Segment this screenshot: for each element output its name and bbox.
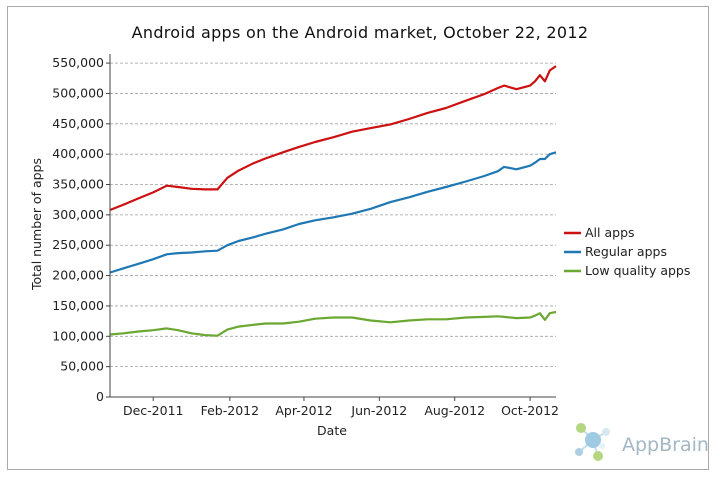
legend-label: Regular apps bbox=[585, 244, 667, 259]
x-tick-label: Dec-2011 bbox=[123, 403, 184, 418]
x-tick-label: Jun-2012 bbox=[350, 403, 407, 418]
x-tick-label: Aug-2012 bbox=[424, 403, 485, 418]
y-tick-label: 500,000 bbox=[52, 85, 104, 100]
chart-frame bbox=[7, 6, 709, 470]
appbrain-logo-text: AppBrain bbox=[622, 434, 709, 456]
appbrain-logo: AppBrain bbox=[575, 423, 709, 461]
y-tick-label: 400,000 bbox=[52, 146, 104, 161]
series-line-all-apps bbox=[109, 65, 557, 212]
x-tick-label: Feb-2012 bbox=[201, 403, 259, 418]
x-axis-label: Date bbox=[317, 423, 347, 438]
series-line-regular-apps bbox=[109, 151, 557, 274]
y-tick-label: 50,000 bbox=[60, 359, 104, 374]
y-tick-label: 100,000 bbox=[52, 328, 104, 343]
chart-title: Android apps on the Android market, Octo… bbox=[132, 23, 589, 42]
y-tick-label: 350,000 bbox=[52, 177, 104, 192]
y-tick-label: 300,000 bbox=[52, 207, 104, 222]
y-tick-label: 450,000 bbox=[52, 116, 104, 131]
y-tick-label: 150,000 bbox=[52, 298, 104, 313]
x-axis-ticks: Dec-2011 Feb-2012 Apr-2012 Jun-2012 Aug-2012… bbox=[123, 397, 559, 418]
legend-label: All apps bbox=[585, 225, 635, 240]
series-line-low-quality-apps bbox=[109, 310, 557, 337]
legend-label: Low quality apps bbox=[585, 263, 690, 278]
gridlines bbox=[110, 62, 556, 368]
y-tick-label: 0 bbox=[96, 389, 104, 404]
appbrain-molecule-icon bbox=[575, 423, 610, 461]
y-axis-label: Total number of apps bbox=[29, 158, 44, 291]
y-tick-label: 250,000 bbox=[52, 237, 104, 252]
y-tick-label: 550,000 bbox=[52, 55, 104, 70]
x-tick-label: Oct-2012 bbox=[501, 403, 559, 418]
legend: All apps Regular apps Low quality apps bbox=[564, 225, 690, 278]
x-tick-label: Apr-2012 bbox=[275, 403, 332, 418]
y-axis-ticks: 0 50,000 100,000 150,000 200,000 250,000 300,0… bbox=[52, 55, 110, 404]
y-tick-label: 200,000 bbox=[52, 268, 104, 283]
series-lines bbox=[109, 65, 557, 337]
